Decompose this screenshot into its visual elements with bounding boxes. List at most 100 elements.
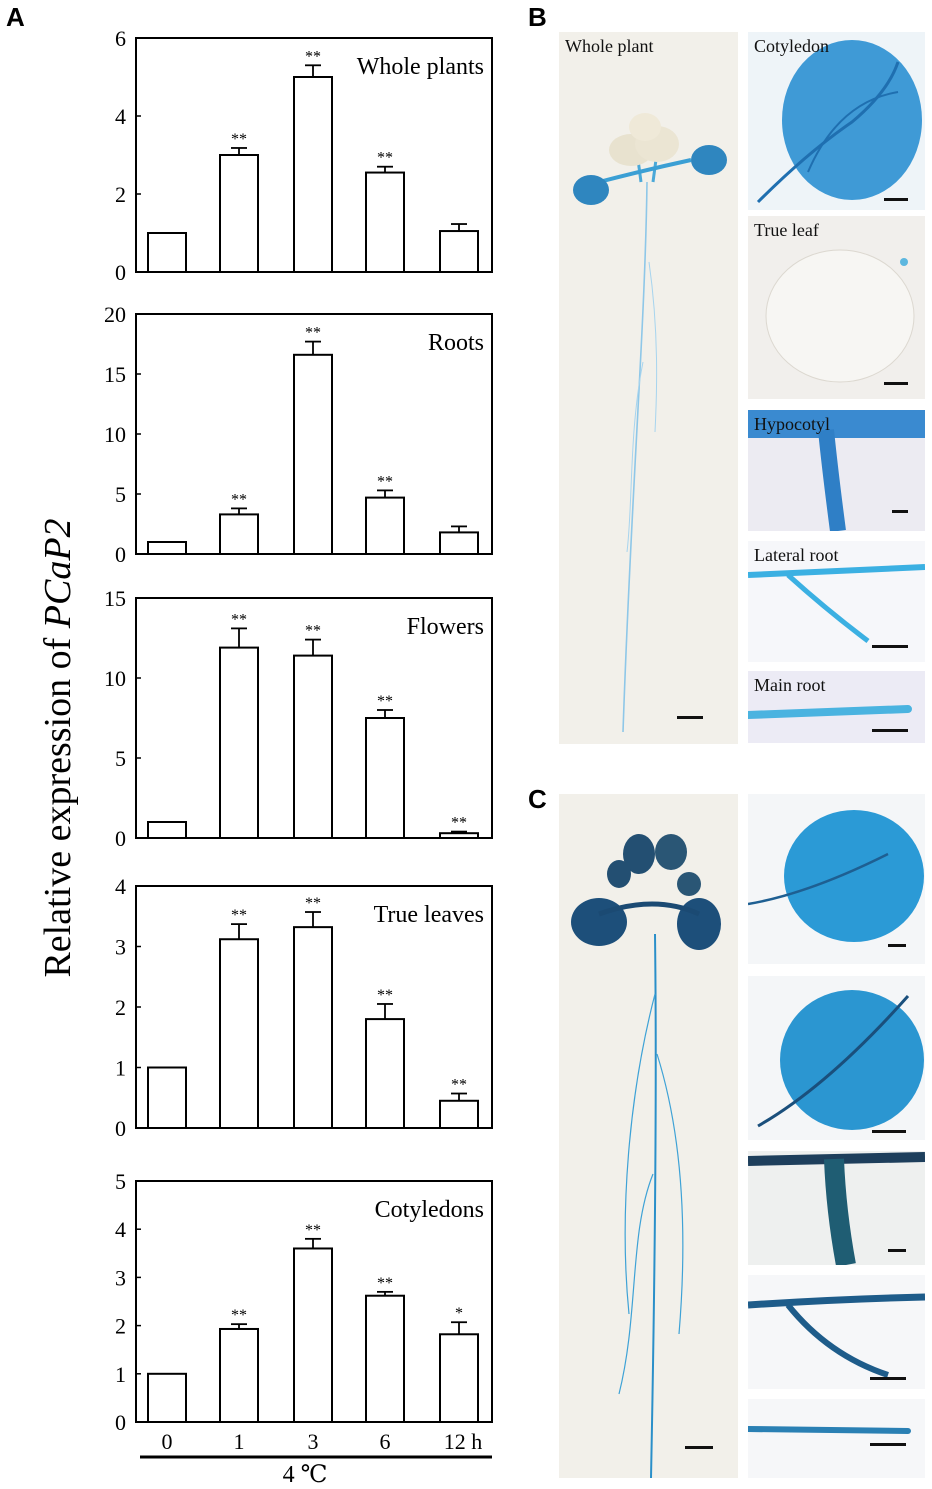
y-tick-label: 2 <box>115 995 126 1020</box>
x-tick-label: 3 <box>308 1429 319 1454</box>
photo-b-whole-plant: Whole plant <box>559 32 738 744</box>
scale-bar <box>870 1377 906 1380</box>
x-tick-label: 12 h <box>444 1429 483 1454</box>
y-tick-label: 15 <box>104 586 126 611</box>
bar <box>147 541 187 555</box>
y-tick-label: 3 <box>115 935 126 960</box>
photo-label-cotyledon: Cotyledon <box>754 36 829 56</box>
bar <box>439 1333 479 1423</box>
photo-c-lateral-root <box>748 1275 925 1389</box>
true-leaf-stained-drawing <box>757 990 924 1130</box>
significance-mark: ** <box>451 1077 467 1094</box>
photo-b-lateral-root: Lateral root <box>748 541 925 662</box>
significance-mark: ** <box>231 611 247 628</box>
bar <box>219 938 259 1129</box>
significance-mark: ** <box>451 815 467 832</box>
y-tick-label: 0 <box>115 826 126 851</box>
significance-mark: ** <box>305 325 321 342</box>
bar <box>147 232 187 273</box>
photo-label-whole-plant: Whole plant <box>565 36 654 56</box>
y-tick-label: 3 <box>115 1265 126 1290</box>
bar <box>147 821 187 839</box>
scale-bar <box>870 1443 906 1446</box>
scale-bar <box>888 1249 906 1252</box>
bar <box>219 154 259 273</box>
bar <box>293 926 333 1130</box>
y-tick-label: 4 <box>115 104 126 129</box>
scale-bar <box>888 944 906 947</box>
significance-mark: ** <box>377 1275 393 1292</box>
significance-mark: ** <box>377 693 393 710</box>
y-tick-label: 0 <box>115 542 126 567</box>
y-tick-label: 4 <box>115 1217 126 1242</box>
significance-mark: ** <box>231 131 247 148</box>
y-tick-label: 0 <box>115 1116 126 1141</box>
photo-b-main-root: Main root <box>748 671 925 743</box>
y-tick-label: 5 <box>115 482 126 507</box>
significance-mark: ** <box>305 895 321 912</box>
scale-bar <box>884 198 908 201</box>
panel-letter-a: A <box>6 2 25 32</box>
true-leaf-drawing <box>765 249 915 383</box>
photo-b-cotyledon: Cotyledon <box>748 32 925 210</box>
photo-b-hypocotyl: Hypocotyl <box>748 410 925 531</box>
bar <box>219 513 259 556</box>
significance-mark: ** <box>305 623 321 640</box>
y-tick-label: 0 <box>115 1410 126 1435</box>
y-tick-label: 1 <box>115 1362 126 1387</box>
scale-bar <box>872 729 908 732</box>
y-tick-label: 15 <box>104 362 126 387</box>
lateral-root-stained-drawing <box>748 1293 925 1378</box>
photo-c-true-leaf <box>748 976 925 1140</box>
bar <box>365 1018 405 1129</box>
bar <box>293 76 333 273</box>
significance-mark: * <box>455 1305 463 1322</box>
lateral-root-drawing <box>748 564 925 643</box>
photo-c-whole-plant <box>559 794 738 1478</box>
significance-mark: ** <box>377 473 393 490</box>
chart-title: True leaves <box>374 902 484 928</box>
scale-bar <box>677 716 703 719</box>
y-tick-label: 10 <box>104 666 126 691</box>
hypocotyl-drawing <box>748 410 925 531</box>
significance-mark: ** <box>231 491 247 508</box>
chart-title: Whole plants <box>357 54 484 80</box>
y-tick-label: 0 <box>115 260 126 285</box>
bar <box>293 353 333 555</box>
bar <box>219 1327 259 1423</box>
photo-c-hypocotyl <box>748 1151 925 1265</box>
y-tick-label: 10 <box>104 422 126 447</box>
bar <box>365 496 405 556</box>
main-root-stained-drawing <box>748 1426 911 1434</box>
bar <box>219 646 259 839</box>
photo-label-hypocotyl: Hypocotyl <box>754 414 830 434</box>
y-tick-label: 2 <box>115 1314 126 1339</box>
main-root-drawing <box>748 705 912 719</box>
y-tick-label: 1 <box>115 1056 126 1081</box>
y-tick-label: 5 <box>115 1169 126 1194</box>
bar <box>147 1066 187 1129</box>
bar <box>293 654 333 839</box>
y-tick-label: 5 <box>115 746 126 771</box>
significance-mark: ** <box>305 1222 321 1239</box>
bar <box>439 531 479 556</box>
seedling-light-drawing <box>573 113 727 733</box>
photo-label-lateral-root: Lateral root <box>754 545 839 565</box>
hypocotyl-stained-drawing <box>748 1152 925 1265</box>
y-tick-label: 4 <box>115 874 126 899</box>
cotyledon-stained-drawing <box>748 810 924 942</box>
photo-label-main-root: Main root <box>754 675 826 695</box>
x-tick-label: 6 <box>380 1429 391 1454</box>
photo-label-true-leaf: True leaf <box>754 220 819 240</box>
photo-b-true-leaf: True leaf <box>748 216 925 399</box>
cotyledon-blue-drawing <box>756 40 922 204</box>
significance-mark: ** <box>377 987 393 1004</box>
chart-title: Cotyledons <box>375 1197 484 1223</box>
significance-mark: ** <box>305 48 321 65</box>
chart-title: Roots <box>428 330 484 356</box>
y-tick-label: 2 <box>115 182 126 207</box>
scale-bar <box>892 510 908 513</box>
significance-mark: ** <box>231 907 247 924</box>
scale-bar <box>685 1446 713 1449</box>
significance-mark: ** <box>377 150 393 167</box>
